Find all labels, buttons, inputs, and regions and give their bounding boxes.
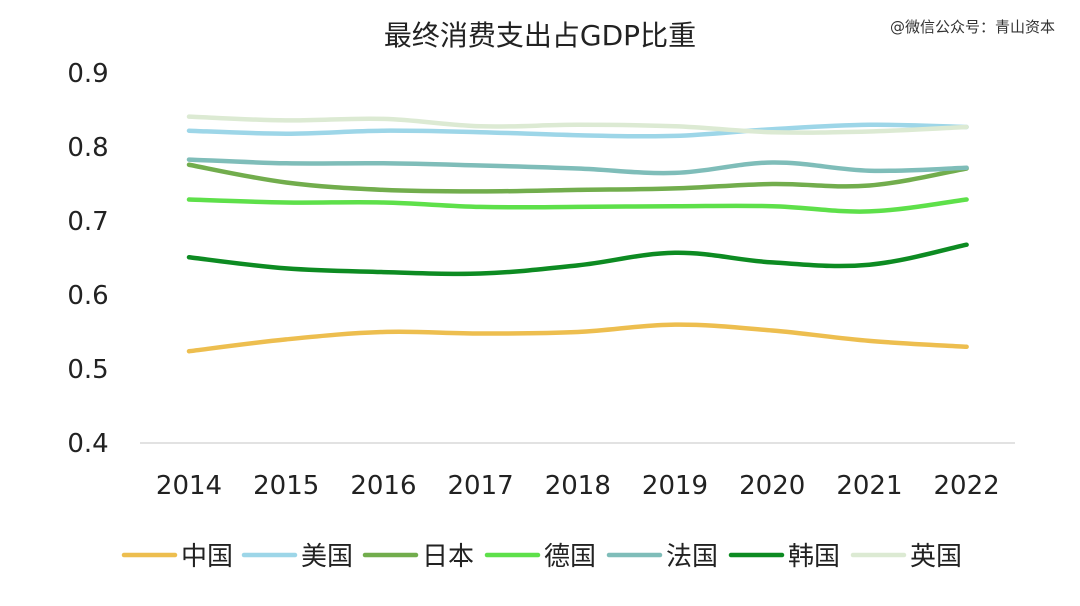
series-line-1 (186, 322, 969, 354)
x-tick-label: 2019 (642, 471, 708, 501)
y-tick-label: 0.4 (67, 429, 108, 459)
series-line-7 (186, 114, 969, 135)
x-tick-label: 2016 (350, 471, 416, 501)
x-tick-label: 2020 (739, 471, 805, 501)
watermark: @微信公众号：青山资本 (890, 18, 1055, 36)
y-tick-label: 0.6 (67, 281, 108, 311)
legend-label: 中国 (181, 542, 233, 572)
series-line-5 (186, 157, 969, 176)
x-tick-label: 2022 (934, 471, 1000, 501)
y-tick-label: 0.9 (67, 59, 108, 89)
legend: 中国 美国 日本 德国 法国 韩国 英国 (121, 542, 962, 572)
series-line-4 (186, 197, 969, 214)
chart-title: 最终消费支出占GDP比重 (384, 19, 696, 52)
legend-label: 韩国 (788, 542, 840, 572)
y-tick-label: 0.5 (67, 355, 108, 385)
legend-label: 德国 (544, 542, 596, 572)
x-tick-label: 2015 (253, 471, 319, 501)
legend-label: 美国 (301, 542, 353, 572)
legend-label: 英国 (910, 542, 962, 572)
legend-label: 日本 (422, 542, 474, 572)
series-line-2 (186, 122, 969, 139)
x-axis-ticks: 2014 2015 2016 2017 2018 2019 2020 2021 2022 (156, 471, 1000, 501)
series-line-6 (186, 242, 969, 277)
x-tick-label: 2021 (836, 471, 902, 501)
x-tick-label: 2014 (156, 471, 222, 501)
x-tick-label: 2018 (545, 471, 611, 501)
x-tick-label: 2017 (448, 471, 514, 501)
y-tick-label: 0.8 (67, 133, 108, 163)
legend-label: 法国 (666, 542, 718, 572)
series-lines (186, 114, 969, 354)
series-line-3 (186, 162, 969, 194)
y-tick-label: 0.7 (67, 207, 108, 237)
y-axis-ticks: 0.4 0.5 0.6 0.7 0.8 0.9 (67, 59, 108, 459)
